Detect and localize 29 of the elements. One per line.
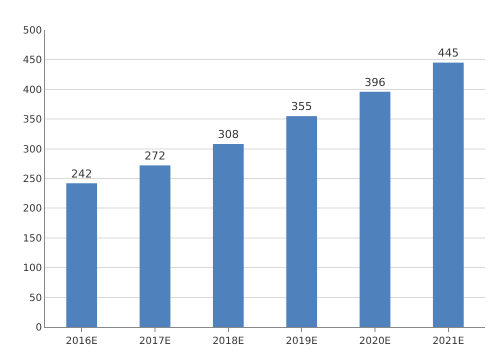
y-tick-label: 50 [29, 292, 42, 304]
data-label: 355 [291, 100, 312, 114]
y-tick-label: 100 [22, 263, 42, 274]
y-tick-label: 450 [22, 55, 42, 66]
x-tick-label: 2016E [66, 336, 98, 347]
bar [212, 144, 244, 327]
bar [432, 62, 464, 327]
y-tick-label: 200 [22, 204, 42, 215]
y-tick-label: 400 [22, 84, 42, 96]
x-tick-label: 2020E [359, 336, 391, 347]
bar [66, 183, 98, 327]
data-label: 308 [218, 128, 239, 142]
x-tick-label: 2018E [212, 336, 244, 347]
y-tick-label: 300 [22, 144, 42, 156]
data-label: 445 [438, 46, 459, 60]
x-tick-label: 2021E [432, 336, 464, 347]
x-tick-label: 2019E [286, 336, 318, 347]
data-label: 272 [144, 149, 166, 162]
y-tick-label: 500 [22, 26, 42, 36]
bar [286, 116, 318, 327]
data-label: 396 [364, 76, 386, 89]
y-tick-label: 250 [22, 174, 42, 185]
y-tick-label: 150 [22, 233, 42, 244]
data-label: 242 [71, 167, 92, 180]
y-tick-label: 350 [22, 114, 42, 126]
y-tick-label: 0 [36, 322, 42, 334]
x-tick-label: 2017E [139, 336, 171, 347]
bar [360, 92, 390, 327]
bar [140, 165, 170, 327]
